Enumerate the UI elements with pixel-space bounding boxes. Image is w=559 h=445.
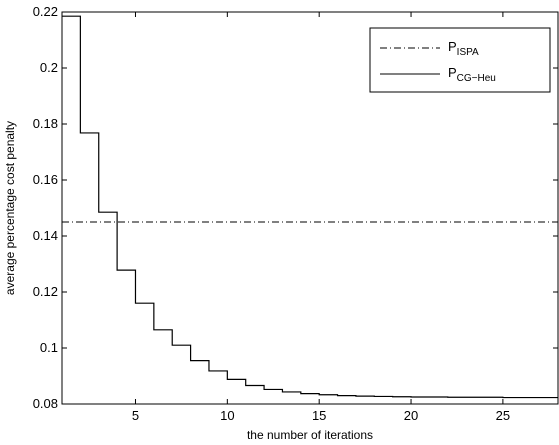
y-tick-label: 0.18 <box>33 116 58 131</box>
series-cg-heu-step-line <box>62 15 558 399</box>
y-tick-label: 0.2 <box>40 60 58 75</box>
legend: PISPA PCG−Heu <box>369 27 551 93</box>
y-tick-label: 0.22 <box>33 4 58 19</box>
legend-label-ispa: PISPA <box>448 39 479 58</box>
y-axis-label: average percentage cost penalty <box>3 121 17 295</box>
legend-box <box>369 27 551 93</box>
legend-label-cg-heu: PCG−Heu <box>448 65 496 84</box>
y-tick-label: 0.1 <box>40 340 58 355</box>
x-tick-label: 15 <box>312 408 326 423</box>
series-layer <box>62 15 558 399</box>
y-tick-label: 0.08 <box>33 396 58 411</box>
x-axis-label: the number of iterations <box>247 428 373 442</box>
x-tick-label: 10 <box>220 408 234 423</box>
x-tick-label: 5 <box>132 408 139 423</box>
x-tick-label: 25 <box>496 408 510 423</box>
y-tick-label: 0.14 <box>33 228 58 243</box>
y-tick-label: 0.12 <box>33 284 58 299</box>
y-tick-label: 0.16 <box>33 172 58 187</box>
x-axis: 5 10 15 20 25 <box>132 12 510 423</box>
x-tick-label: 20 <box>404 408 418 423</box>
y-axis: 0.08 0.1 0.12 0.14 0.16 0.18 0.2 0.22 <box>33 4 558 411</box>
